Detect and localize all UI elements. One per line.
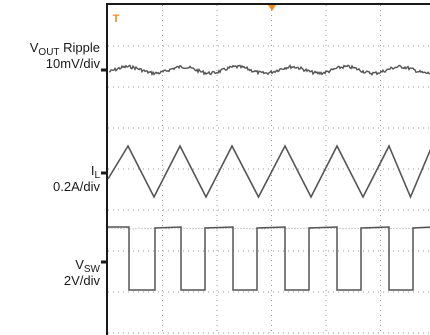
vsw-noise: [293, 227, 297, 230]
vsw-noise: [236, 227, 240, 229]
vsw-noise: [335, 227, 339, 229]
vsw-noise: [254, 227, 258, 230]
vsw-noise: [311, 227, 315, 229]
vsw-noise: [326, 227, 330, 229]
vsw-noise: [377, 227, 381, 230]
grid: [101, 5, 430, 335]
vsw-noise: [140, 227, 144, 229]
vsw-noise: [110, 227, 114, 229]
vsw-noise: [200, 227, 204, 230]
vsw-square-trace: [108, 226, 430, 291]
vout-title: VOUT Ripple: [29, 40, 100, 58]
vsw-noise: [287, 227, 291, 230]
il-label: IL 0.2A/div: [53, 163, 100, 195]
vout-ripple-trace: [108, 64, 430, 77]
vsw-label: VSW 2V/div: [64, 257, 100, 289]
vsw-noise: [368, 228, 372, 230]
vsw-title: VSW: [75, 257, 100, 275]
vsw-noise: [374, 227, 378, 230]
vsw-noise: [407, 227, 411, 230]
vsw-noise: [230, 227, 234, 229]
il-title: IL: [90, 163, 100, 181]
vout-scale: 10mV/div: [45, 56, 100, 71]
vsw-noise: [263, 228, 267, 230]
vsw-noise: [317, 227, 321, 230]
vsw-noise: [302, 227, 306, 230]
traces: [107, 64, 430, 291]
vsw-noise: [107, 227, 111, 229]
vsw-noise: [113, 227, 117, 229]
vsw-noise: [386, 227, 390, 230]
vsw-noise: [242, 227, 246, 230]
vsw-noise: [146, 227, 150, 230]
vsw-noise: [149, 227, 153, 229]
markers: T: [113, 5, 276, 25]
vsw-noise: [248, 227, 252, 230]
plot-frame: [106, 3, 430, 335]
vsw-noise: [185, 227, 189, 230]
vsw-noise: [410, 227, 414, 230]
vsw-scale: 2V/div: [63, 273, 100, 288]
trigger-level-marker: T: [113, 13, 120, 25]
vsw-noise: [341, 227, 345, 230]
vsw-noise: [224, 227, 228, 230]
vsw-noise: [347, 227, 351, 230]
vsw-noise: [296, 227, 300, 230]
il-triangle-trace: [107, 144, 430, 200]
il-scale: 0.2A/div: [53, 179, 100, 194]
trigger-position-marker: [268, 5, 276, 11]
vsw-noise: [218, 227, 222, 230]
vout-label: VOUT Ripple 10mV/div: [30, 40, 100, 72]
vsw-noise: [269, 227, 273, 230]
